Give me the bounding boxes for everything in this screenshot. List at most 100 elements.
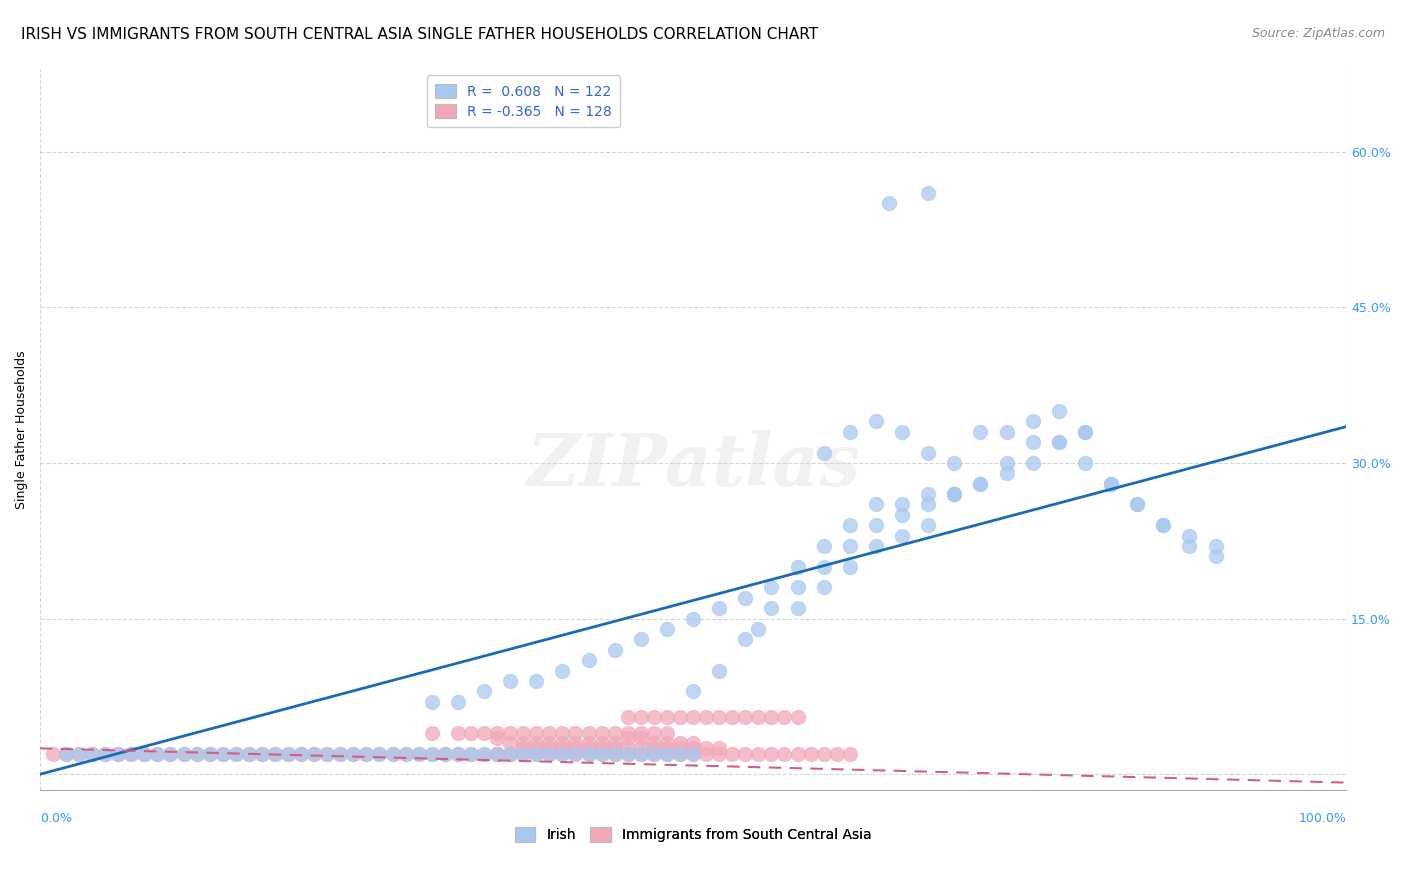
Point	[943, 487, 966, 501]
Point	[578, 747, 600, 761]
Point	[250, 747, 273, 761]
Point	[1047, 435, 1070, 450]
Point	[630, 632, 652, 647]
Point	[865, 414, 887, 428]
Point	[800, 747, 823, 761]
Point	[173, 747, 195, 761]
Point	[329, 747, 352, 761]
Point	[420, 747, 443, 761]
Point	[630, 747, 652, 761]
Point	[433, 747, 456, 761]
Point	[630, 747, 652, 761]
Point	[969, 476, 991, 491]
Point	[524, 747, 547, 761]
Point	[786, 581, 808, 595]
Point	[891, 528, 914, 542]
Point	[591, 726, 613, 740]
Point	[447, 747, 470, 761]
Point	[186, 747, 208, 761]
Point	[773, 710, 796, 724]
Point	[486, 747, 509, 761]
Point	[669, 736, 692, 750]
Point	[460, 747, 482, 761]
Point	[655, 747, 678, 761]
Point	[486, 747, 509, 761]
Point	[682, 736, 704, 750]
Point	[146, 747, 169, 761]
Point	[695, 710, 717, 724]
Point	[825, 747, 848, 761]
Point	[591, 747, 613, 761]
Point	[538, 726, 561, 740]
Point	[643, 710, 665, 724]
Point	[643, 736, 665, 750]
Point	[420, 726, 443, 740]
Point	[695, 741, 717, 756]
Point	[995, 425, 1018, 439]
Point	[460, 747, 482, 761]
Point	[865, 539, 887, 553]
Point	[80, 747, 103, 761]
Point	[616, 726, 638, 740]
Point	[512, 726, 534, 740]
Point	[603, 736, 626, 750]
Point	[1126, 498, 1149, 512]
Point	[342, 747, 364, 761]
Point	[538, 747, 561, 761]
Point	[264, 747, 287, 761]
Point	[94, 747, 117, 761]
Point	[342, 747, 364, 761]
Point	[643, 747, 665, 761]
Text: 0.0%: 0.0%	[39, 812, 72, 824]
Point	[669, 747, 692, 761]
Point	[943, 456, 966, 470]
Point	[630, 741, 652, 756]
Point	[786, 601, 808, 615]
Point	[721, 710, 744, 724]
Legend: Irish, Immigrants from South Central Asia: Irish, Immigrants from South Central Asi…	[509, 822, 877, 848]
Point	[734, 710, 756, 724]
Point	[1074, 425, 1097, 439]
Point	[813, 559, 835, 574]
Point	[603, 642, 626, 657]
Point	[1152, 518, 1174, 533]
Point	[682, 747, 704, 761]
Text: 100.0%: 100.0%	[1298, 812, 1347, 824]
Point	[277, 747, 299, 761]
Point	[499, 747, 522, 761]
Point	[578, 726, 600, 740]
Point	[655, 736, 678, 750]
Point	[630, 710, 652, 724]
Point	[1074, 456, 1097, 470]
Point	[603, 747, 626, 761]
Point	[524, 741, 547, 756]
Point	[747, 622, 769, 636]
Point	[564, 747, 586, 761]
Text: Source: ZipAtlas.com: Source: ZipAtlas.com	[1251, 27, 1385, 40]
Point	[865, 498, 887, 512]
Point	[877, 196, 900, 211]
Point	[225, 747, 247, 761]
Point	[1074, 425, 1097, 439]
Point	[538, 736, 561, 750]
Point	[655, 710, 678, 724]
Point	[368, 747, 391, 761]
Point	[486, 726, 509, 740]
Point	[761, 601, 783, 615]
Point	[655, 622, 678, 636]
Point	[995, 456, 1018, 470]
Point	[616, 747, 638, 761]
Point	[524, 736, 547, 750]
Point	[643, 747, 665, 761]
Point	[290, 747, 312, 761]
Point	[761, 710, 783, 724]
Point	[682, 741, 704, 756]
Point	[211, 747, 233, 761]
Point	[447, 695, 470, 709]
Point	[512, 747, 534, 761]
Point	[107, 747, 129, 761]
Point	[447, 726, 470, 740]
Point	[761, 747, 783, 761]
Point	[512, 747, 534, 761]
Point	[591, 736, 613, 750]
